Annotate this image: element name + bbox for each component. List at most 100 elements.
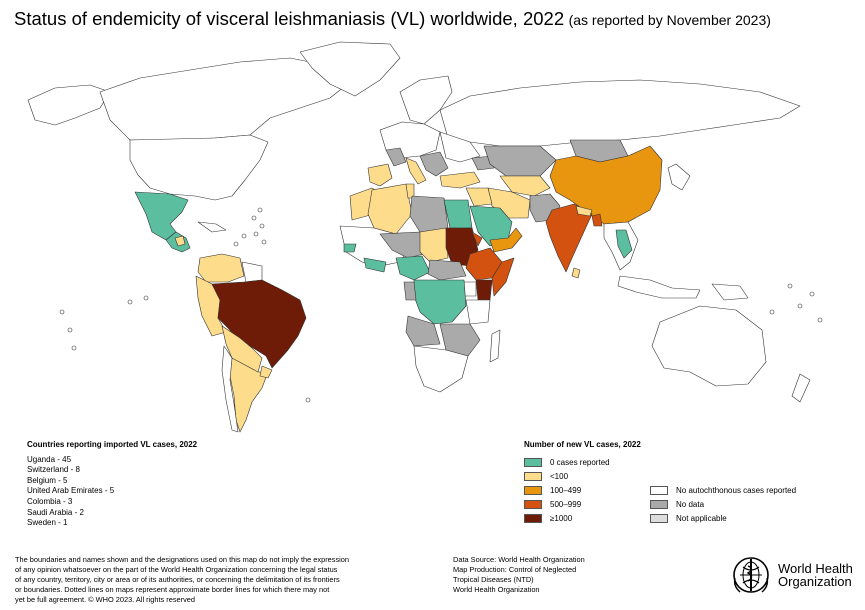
region-tanzania xyxy=(465,299,491,325)
imported-case-item: Colombia - 3 xyxy=(27,496,73,506)
source-line: Tropical Diseases (NTD) xyxy=(453,575,534,584)
legend-label: <100 xyxy=(550,472,569,481)
map-legend: Number of new VL cases, 2022 0 cases rep… xyxy=(524,440,844,530)
legend-swatch xyxy=(524,514,542,523)
disclaimer-text: The boundaries and names shown and the d… xyxy=(15,555,415,605)
legend-label: 500–999 xyxy=(550,500,582,509)
region-algeria xyxy=(367,183,413,235)
region-senegal xyxy=(343,243,357,253)
region-france xyxy=(385,147,407,167)
disclaimer-line: or boundaries. Dotted lines on maps repr… xyxy=(15,585,330,594)
region-brazil xyxy=(211,279,307,369)
region-new-zealand xyxy=(791,373,811,403)
region-eritrea xyxy=(471,231,483,247)
imported-cases-panel: Countries reporting imported VL cases, 2… xyxy=(27,440,197,529)
region-honduras xyxy=(174,235,186,247)
region-canada xyxy=(99,57,351,141)
imported-case-item: Sweden - 1 xyxy=(27,518,68,528)
region-mali-niger xyxy=(379,231,433,259)
region-alaska xyxy=(27,84,111,126)
legend-label: No data xyxy=(676,500,705,509)
region-southern-africa xyxy=(413,345,469,393)
map-title-main: Status of endemicity of visceral leishma… xyxy=(14,8,565,29)
region-balkans xyxy=(419,151,449,177)
imported-cases-heading: Countries reporting imported VL cases, 2… xyxy=(27,440,198,449)
region-zambia-mozambique xyxy=(439,323,481,357)
region-chad xyxy=(419,227,449,263)
legend-swatch xyxy=(524,472,542,481)
imported-case-item: United Arab Emirates - 5 xyxy=(27,486,115,496)
region-uruguay xyxy=(259,365,273,379)
source-line: Map Production: Control of Neglected xyxy=(453,565,577,574)
who-name-line2: Organization xyxy=(778,574,852,589)
region-libya xyxy=(409,195,449,233)
region-mexico xyxy=(134,191,189,241)
small-islands xyxy=(59,207,823,403)
legend-label: ≥1000 xyxy=(550,514,573,523)
legend-item-no-data: No data xyxy=(650,500,704,509)
imported-case-item: Saudi Arabia - 2 xyxy=(27,507,84,517)
region-iraq-syria xyxy=(465,187,493,207)
data-source-credits: Data Source: World Health Organization M… xyxy=(453,555,585,595)
disclaimer-line: of any opinion whatsoever on the part of… xyxy=(15,565,338,574)
region-iberia xyxy=(367,163,393,187)
region-russia xyxy=(439,79,801,147)
legend-swatch xyxy=(524,500,542,509)
legend-swatch xyxy=(524,458,542,467)
region-gabon xyxy=(403,281,417,301)
legend-swatch xyxy=(650,514,668,523)
legend-item-gte1000: ≥1000 xyxy=(524,514,572,523)
who-emblem-icon xyxy=(733,557,769,593)
region-madagascar xyxy=(489,329,501,363)
region-usa xyxy=(129,134,269,201)
region-kenya xyxy=(475,279,493,301)
region-china xyxy=(549,145,663,225)
imported-case-item: Switzerland - 8 xyxy=(27,465,80,475)
region-kazakhstan xyxy=(483,145,557,177)
region-congo xyxy=(413,279,467,325)
legend-heading: Number of new VL cases, 2022 xyxy=(524,440,641,449)
legend-swatch xyxy=(650,486,668,495)
region-turkey xyxy=(439,171,481,189)
region-venezuela xyxy=(197,253,245,283)
region-chile xyxy=(221,345,239,433)
region-guinea-coast xyxy=(363,257,387,273)
region-sri-lanka xyxy=(571,267,581,279)
disclaimer-line: yet be full agreement. © WHO 2023. All r… xyxy=(15,595,196,604)
region-central-asia xyxy=(499,175,551,197)
imported-case-item: Uganda - 45 xyxy=(27,454,72,464)
legend-item-no-autochthonous: No autochthonous cases reported xyxy=(650,486,796,495)
disclaimer-line: The boundaries and names shown and the d… xyxy=(15,555,350,564)
source-line: World Health Organization xyxy=(453,585,540,594)
legend-label: Not applicable xyxy=(676,514,727,523)
region-angola xyxy=(405,315,441,347)
legend-item-lt100: <100 xyxy=(524,472,568,481)
legend-label: 100–499 xyxy=(550,486,582,495)
who-name-line1: World Health xyxy=(778,561,853,576)
legend-swatch xyxy=(524,486,542,495)
region-bangladesh xyxy=(591,213,603,227)
legend-swatch xyxy=(650,500,668,509)
legend-item-not-applicable: Not applicable xyxy=(650,514,727,523)
map-title: Status of endemicity of visceral leishma… xyxy=(14,8,771,30)
region-nigeria-cameroon xyxy=(395,255,431,281)
map-title-subtitle: (as reported by November 2023) xyxy=(568,12,771,28)
legend-label: 0 cases reported xyxy=(550,458,610,467)
who-name: World Health Organization xyxy=(778,562,853,588)
imported-case-item: Belgium - 5 xyxy=(27,475,68,485)
disclaimer-line: of any country, territory, city or area … xyxy=(15,575,340,584)
region-scandinavia xyxy=(399,75,453,125)
region-caribbean xyxy=(197,221,227,233)
region-greenland xyxy=(299,41,401,97)
region-thailand xyxy=(615,229,633,259)
region-indonesia xyxy=(617,275,701,299)
legend-label: No autochthonous cases reported xyxy=(676,486,797,495)
region-egypt xyxy=(443,199,473,229)
world-map xyxy=(27,41,823,433)
region-yemen-oman xyxy=(489,227,523,253)
region-italy xyxy=(405,157,427,185)
legend-item-100-499: 100–499 xyxy=(524,486,581,495)
region-korea-japan xyxy=(667,163,691,191)
region-papua xyxy=(711,283,749,301)
source-line: Data Source: World Health Organization xyxy=(453,555,585,564)
